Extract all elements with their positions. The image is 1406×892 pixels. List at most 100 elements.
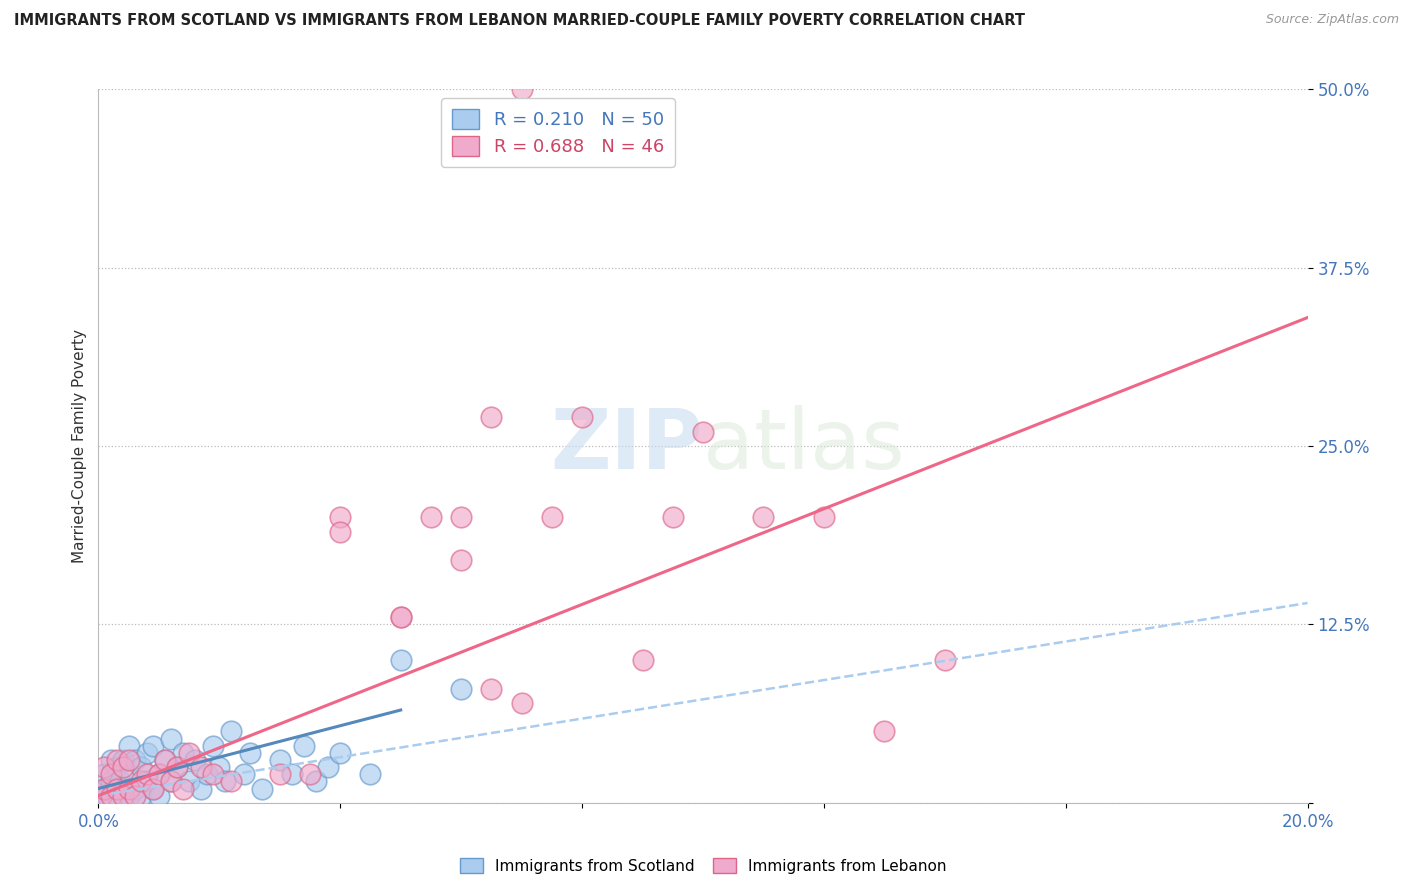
Point [153,753,176,767]
Point [934,653,956,667]
Point [281,767,304,781]
Point [118,739,141,753]
Point [105,753,128,767]
Legend: R = 0.210   N = 50, R = 0.688   N = 46: R = 0.210 N = 50, R = 0.688 N = 46 [441,98,675,167]
Point [129,760,152,774]
Point [142,781,165,796]
Point [631,653,654,667]
Point [329,524,352,539]
Point [481,410,503,425]
Point [93,767,115,781]
Point [118,789,141,803]
Point [111,760,134,774]
Point [100,767,122,781]
Point [160,731,183,746]
Point [389,610,412,624]
Point [190,760,212,774]
Point [148,767,170,781]
Point [103,781,125,796]
Point [118,767,141,781]
Point [124,781,146,796]
Point [305,774,328,789]
Point [96,789,118,803]
Point [190,781,212,796]
Point [873,724,896,739]
Point [269,753,291,767]
Point [250,781,273,796]
Point [124,789,146,803]
Point [389,610,412,624]
Point [221,724,243,739]
Point [450,553,472,567]
Point [153,753,176,767]
Point [329,510,352,524]
Point [179,746,201,760]
Point [108,774,131,789]
Point [420,510,443,524]
Point [450,681,472,696]
Point [160,774,183,789]
Point [214,774,236,789]
Point [118,753,141,767]
Point [118,781,141,796]
Point [135,774,157,789]
Text: atlas: atlas [703,406,904,486]
Point [316,760,339,774]
Point [450,510,472,524]
Point [661,510,683,524]
Point [172,746,194,760]
Point [100,789,122,803]
Point [111,781,134,796]
Point [90,789,112,803]
Point [105,760,128,774]
Point [813,510,835,524]
Point [239,746,262,760]
Point [510,696,533,710]
Point [481,681,503,696]
Point [142,781,165,796]
Point [540,510,562,524]
Point [111,789,134,803]
Point [329,746,352,760]
Point [105,789,128,803]
Point [360,767,382,781]
Point [124,753,146,767]
Point [90,789,112,803]
Point [105,781,128,796]
Point [172,781,194,796]
Point [571,410,593,425]
Y-axis label: Married-Couple Family Poverty: Married-Couple Family Poverty [72,329,87,563]
Point [100,753,122,767]
Point [752,510,775,524]
Point [111,753,134,767]
Point [148,767,170,781]
Point [692,425,714,439]
Point [129,789,152,803]
Point [166,760,188,774]
Text: IMMIGRANTS FROM SCOTLAND VS IMMIGRANTS FROM LEBANON MARRIED-COUPLE FAMILY POVERT: IMMIGRANTS FROM SCOTLAND VS IMMIGRANTS F… [14,13,1025,29]
Point [232,767,254,781]
Point [100,774,122,789]
Point [93,760,115,774]
Point [269,767,291,781]
Point [195,767,218,781]
Point [93,781,115,796]
Point [184,753,207,767]
Point [510,82,533,96]
Legend: Immigrants from Scotland, Immigrants from Lebanon: Immigrants from Scotland, Immigrants fro… [454,852,952,880]
Point [202,739,225,753]
Point [142,739,165,753]
Text: ZIP: ZIP [551,406,703,486]
Point [208,760,231,774]
Point [221,774,243,789]
Point [148,789,170,803]
Point [135,746,157,760]
Point [135,767,157,781]
Point [160,774,183,789]
Point [179,774,201,789]
Point [129,774,152,789]
Point [93,781,115,796]
Text: Source: ZipAtlas.com: Source: ZipAtlas.com [1265,13,1399,27]
Point [299,767,322,781]
Point [166,760,188,774]
